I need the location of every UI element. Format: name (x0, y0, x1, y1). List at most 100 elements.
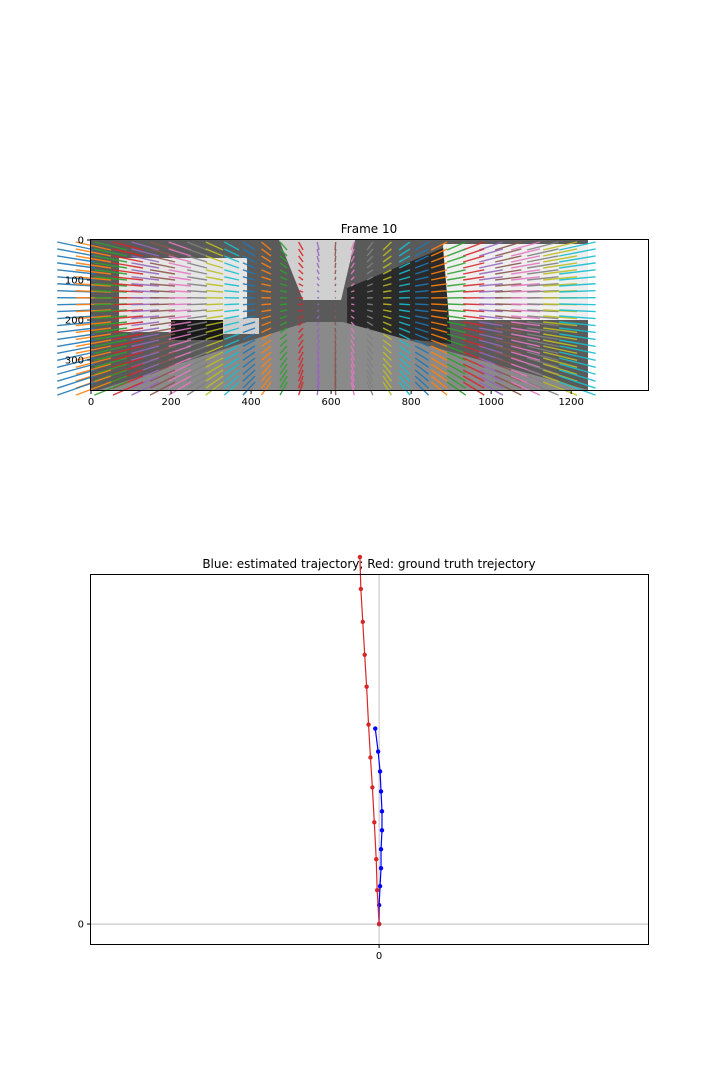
feature-track (131, 262, 160, 269)
feature-track (495, 327, 522, 334)
feature-track (57, 363, 96, 375)
feature-track (94, 327, 128, 334)
feature-track (334, 309, 337, 312)
feature-track (334, 276, 337, 281)
feature-track (205, 321, 224, 327)
feature-track (149, 269, 176, 275)
feature-track (350, 381, 355, 396)
feature-track (279, 321, 288, 327)
feature-track (543, 255, 578, 263)
feature-track (261, 255, 272, 263)
ground-truth-trajectory-line (359, 557, 380, 925)
feature-track (187, 269, 208, 275)
feature-track (446, 363, 467, 375)
feature-track (479, 309, 503, 313)
feature-track (478, 381, 504, 396)
feature-track (261, 345, 272, 354)
feature-track (543, 333, 578, 341)
feature-track (224, 283, 240, 287)
feature-track (205, 241, 224, 251)
feature-track (75, 262, 112, 269)
frame-x-tick-label: 1000 (478, 397, 503, 408)
feature-track (398, 315, 411, 320)
feature-track (511, 283, 541, 287)
feature-track (511, 315, 541, 320)
feature-track (298, 321, 304, 327)
feature-track (527, 333, 559, 341)
feature-track (279, 241, 288, 251)
feature-track (479, 315, 503, 320)
feature-track (478, 375, 504, 389)
estimated-point (377, 769, 383, 774)
feature-track (430, 269, 448, 275)
feature-track (149, 375, 176, 389)
feature-track (297, 351, 304, 361)
feature-track (131, 276, 160, 281)
feature-track (414, 248, 429, 257)
feature-track (382, 309, 392, 313)
feature-track (186, 339, 208, 348)
feature-track (383, 303, 392, 306)
feature-track (382, 327, 392, 334)
frame-y-tick-label: 100 (65, 276, 84, 287)
feature-track (430, 375, 448, 389)
feature-track (446, 321, 466, 327)
feature-track (316, 303, 320, 306)
feature-track (149, 369, 176, 382)
ground-truth-point (374, 887, 380, 893)
feature-track (131, 241, 160, 251)
feature-track (205, 381, 224, 396)
feature-track (94, 255, 128, 263)
feature-track (297, 381, 304, 396)
estimated-point (373, 726, 378, 731)
feature-track (366, 241, 374, 251)
feature-track (57, 333, 96, 341)
feature-track (57, 369, 96, 382)
feature-track (242, 255, 256, 263)
feature-track (316, 290, 320, 293)
feature-track (494, 369, 522, 382)
feature-track (260, 381, 272, 396)
feature-track (414, 357, 429, 368)
feature-track (414, 276, 429, 281)
feature-track (495, 269, 522, 275)
feature-track (205, 315, 224, 320)
feature-track (334, 241, 337, 251)
feature-track (57, 241, 96, 251)
feature-track (478, 339, 504, 348)
feature-track (316, 262, 320, 269)
feature-track (205, 351, 224, 361)
feature-track (350, 241, 355, 251)
feature-track (297, 357, 304, 368)
feature-track (382, 375, 393, 389)
feature-track (430, 255, 448, 263)
feature-track (510, 248, 541, 257)
feature-track (298, 262, 304, 269)
feature-track (242, 357, 256, 368)
feature-track (261, 290, 272, 293)
feature-track (559, 241, 596, 251)
feature-track (131, 345, 160, 355)
feature-track (398, 276, 411, 281)
feature-track (260, 375, 272, 389)
feature-track (526, 357, 559, 368)
feature-track (242, 315, 256, 320)
feature-track (478, 248, 504, 257)
feature-track (462, 333, 485, 341)
feature-track (149, 321, 176, 327)
feature-track (558, 369, 596, 382)
feature-track (205, 327, 224, 334)
feature-track (316, 357, 320, 368)
feature-track (366, 248, 374, 257)
feature-track (414, 315, 429, 320)
feature-track (414, 339, 429, 348)
trajectory-grid (91, 575, 648, 944)
feature-track (559, 327, 596, 334)
feature-track (366, 357, 374, 368)
feature-track (559, 303, 596, 306)
feature-track (415, 309, 429, 313)
feature-track (149, 248, 176, 257)
feature-track (316, 321, 320, 326)
feature-track (279, 333, 288, 340)
